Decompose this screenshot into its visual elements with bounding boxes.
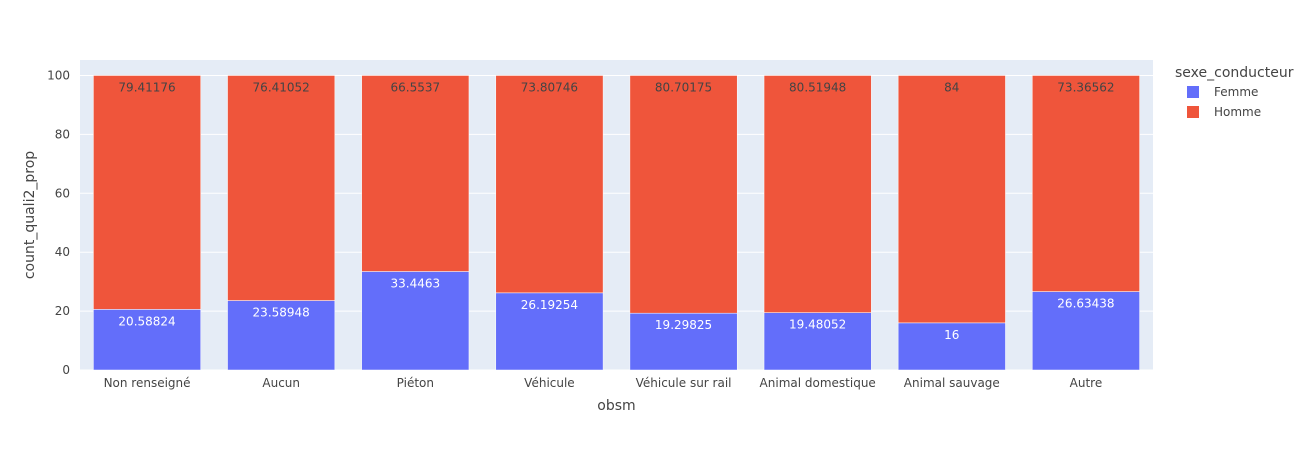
- x-tick-label: Animal domestique: [760, 376, 876, 390]
- y-tick-label: 40: [55, 245, 70, 259]
- bar-femme: [897, 322, 1006, 371]
- legend-item-label[interactable]: Femme: [1214, 85, 1258, 99]
- data-labels: 20.58824 79.41176 23.58948 76.41052 33.4463 6…: [118, 80, 1114, 341]
- data-label: 19.29825: [655, 318, 712, 332]
- bar-homme: [93, 75, 201, 310]
- legend-title: sexe_conducteur: [1175, 65, 1294, 81]
- legend-swatch: [1187, 86, 1199, 98]
- y-tick-label: 0: [62, 363, 70, 377]
- bars: [93, 75, 1140, 371]
- x-axis-ticks: Non renseigné Aucun Piéton Véhicule Véhicule…: [104, 376, 1103, 390]
- x-tick-label: Non renseigné: [104, 376, 191, 390]
- data-label: 26.19254: [521, 298, 578, 312]
- bar-homme: [763, 75, 872, 313]
- x-tick-label: Aucun: [262, 376, 300, 390]
- data-label: 84: [944, 80, 959, 94]
- x-tick-label: Piéton: [397, 376, 434, 390]
- y-tick-label: 80: [55, 127, 70, 141]
- x-tick-label: Animal sauvage: [904, 376, 1000, 390]
- data-label: 16: [944, 328, 959, 342]
- x-tick-label: Véhicule: [524, 376, 575, 390]
- bar-homme: [495, 75, 604, 294]
- bar-homme: [897, 75, 1006, 324]
- bar-homme: [629, 75, 738, 314]
- x-axis-title: obsm: [597, 398, 635, 414]
- data-label: 19.48052: [789, 318, 846, 332]
- y-tick-label: 20: [55, 304, 70, 318]
- x-tick-label: Autre: [1070, 376, 1103, 390]
- bar-homme: [1032, 75, 1140, 292]
- data-label: 80.51948: [789, 80, 846, 94]
- data-label: 33.4463: [391, 276, 441, 290]
- bar-femme: [227, 300, 336, 371]
- bar-femme: [629, 312, 738, 371]
- data-label: 26.63438: [1057, 297, 1114, 311]
- y-axis-title: count_quali2_prop: [22, 151, 38, 279]
- bar-homme: [227, 75, 336, 301]
- legend: sexe_conducteur Femme Homme: [1175, 65, 1294, 119]
- y-axis-ticks: 0 20 40 60 80 100: [47, 68, 70, 377]
- data-label: 80.70175: [655, 80, 712, 94]
- y-tick-label: 60: [55, 186, 70, 200]
- data-label: 66.5537: [391, 80, 441, 94]
- data-label: 79.41176: [118, 80, 175, 94]
- legend-item-label[interactable]: Homme: [1214, 105, 1261, 119]
- legend-swatch: [1187, 106, 1199, 118]
- bar-homme: [361, 75, 470, 272]
- data-label: 20.58824: [118, 314, 175, 328]
- y-tick-label: 100: [47, 68, 70, 82]
- x-tick-label: Véhicule sur rail: [636, 376, 732, 390]
- bar-femme: [1032, 291, 1140, 371]
- data-label: 76.41052: [253, 80, 310, 94]
- bar-femme: [361, 271, 470, 371]
- data-label: 73.80746: [521, 80, 578, 94]
- data-label: 23.58948: [253, 306, 310, 320]
- bar-femme: [763, 312, 872, 371]
- bar-femme: [93, 309, 201, 371]
- data-label: 73.36562: [1057, 80, 1114, 94]
